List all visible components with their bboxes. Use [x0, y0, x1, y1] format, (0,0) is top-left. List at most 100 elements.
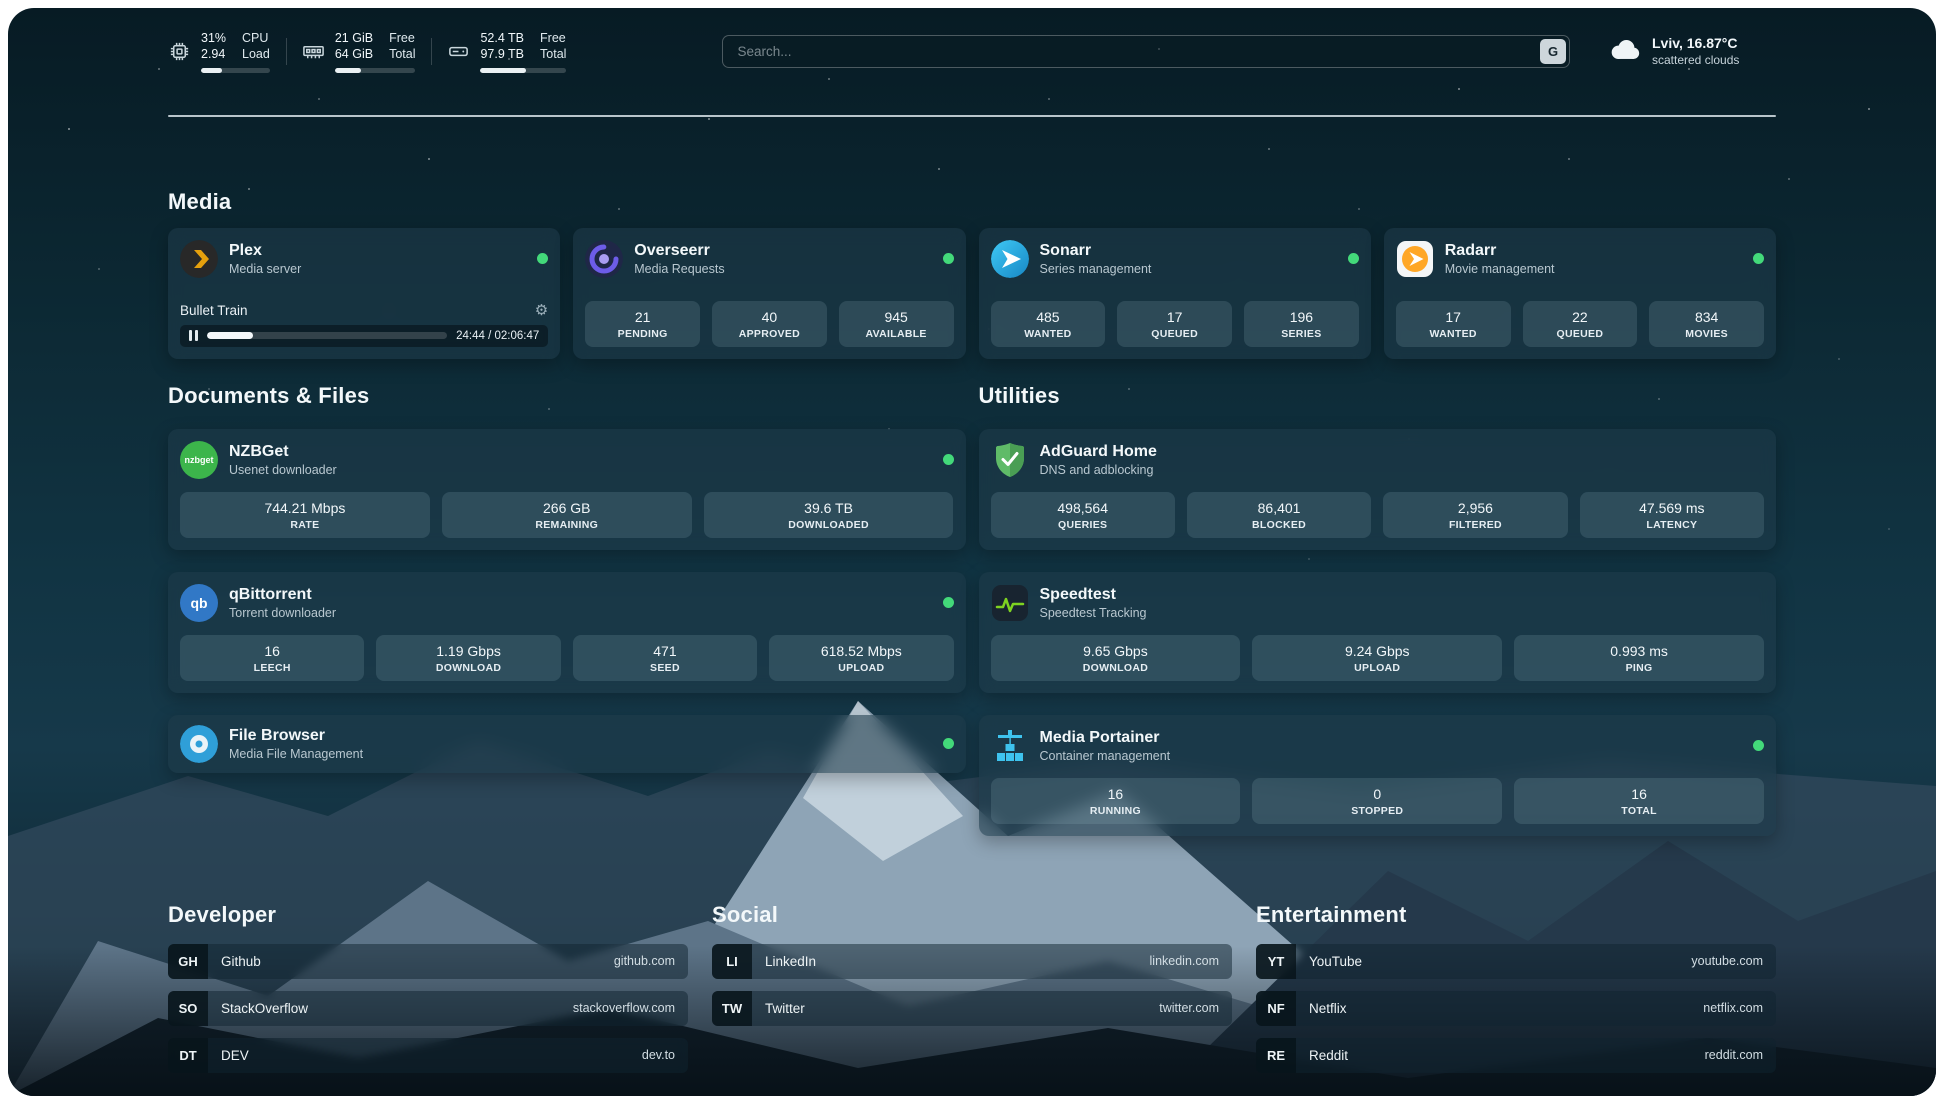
app-subtitle: Torrent downloader [229, 606, 337, 621]
pause-icon[interactable] [189, 330, 198, 341]
stat-box: 0.993 ms PING [1514, 634, 1764, 681]
portainer-icon [991, 727, 1029, 765]
bookmark-netflix[interactable]: NF Netflix netflix.com [1256, 990, 1776, 1026]
bookmark-reddit[interactable]: RE Reddit reddit.com [1256, 1037, 1776, 1073]
bookmark-abbr: SO [168, 990, 208, 1026]
bookmark-linkedin[interactable]: LI LinkedIn linkedin.com [712, 943, 1232, 979]
bookmark-url: linkedin.com [1149, 954, 1219, 968]
app-name: qBittorrent [229, 585, 312, 603]
bookmark-name: Twitter [765, 1000, 805, 1016]
stat-box: 945 AVAILABLE [838, 300, 954, 347]
bookmark-name: YouTube [1309, 953, 1363, 969]
app-name: Overseerr [634, 241, 710, 259]
app-card-plex[interactable]: Plex Media server Bullet Train ⚙ [168, 227, 561, 359]
app-card-speedtest[interactable]: Speedtest Speedtest Tracking 9.65 Gbps DO… [978, 571, 1776, 693]
app-name: Plex [229, 241, 262, 259]
stat-box: 196 SERIES [1244, 300, 1359, 347]
nzbget-icon: nzbget [180, 440, 218, 479]
status-dot-online [942, 454, 954, 465]
search-engine-button[interactable]: G [1540, 38, 1566, 64]
bookmark-abbr: GH [168, 943, 208, 979]
ram-meter [334, 67, 416, 73]
app-card-portainer[interactable]: Media Portainer Container management 16 R… [978, 714, 1776, 836]
app-subtitle: Media File Management [229, 747, 364, 762]
bookmark-name: Reddit [1309, 1047, 1349, 1063]
now-playing-title: Bullet Train [180, 302, 248, 318]
app-subtitle: Media Requests [634, 262, 725, 277]
stat-box: 39.6 TB DOWNLOADED [703, 491, 954, 538]
stat-box: 471 SEED [572, 634, 758, 681]
stat-box: 498,564 QUERIES [990, 491, 1175, 538]
bookmark-abbr: RE [1256, 1037, 1296, 1073]
section-title-entertainment: Entertainment [1256, 901, 1407, 927]
section-documents: Documents & Files nzbget NZBGet Usenet d… [168, 383, 966, 773]
stat-box: 1.19 Gbps DOWNLOAD [376, 634, 561, 681]
ram-label-top: Free [389, 31, 415, 45]
gear-icon[interactable]: ⚙ [534, 301, 549, 319]
stat-box: 834 MOVIES [1649, 300, 1764, 347]
app-card-nzbget[interactable]: nzbget NZBGet Usenet downloader 744.21 M… [168, 428, 966, 550]
section-utilities: Utilities AdGuard Home DNS and adblockin… [978, 382, 1776, 836]
stat-box: 2,956 FILTERED [1383, 491, 1568, 538]
stat-box: 16 TOTAL [1514, 777, 1764, 824]
section-title-utilities: Utilities [978, 382, 1060, 408]
bookmark-url: netflix.com [1703, 1001, 1763, 1015]
bookmark-name: LinkedIn [765, 953, 817, 969]
stat-box: 40 APPROVED [712, 300, 827, 347]
weather-location: Lviv, 16.87°C [1652, 35, 1738, 52]
bookmark-abbr: TW [712, 990, 752, 1026]
stat-box: 485 WANTED [990, 300, 1106, 347]
bookmark-github[interactable]: GH Github github.com [168, 943, 688, 979]
section-title-documents: Documents & Files [168, 382, 370, 408]
bookmark-abbr: LI [712, 943, 752, 979]
stat-box: 17 WANTED [1395, 300, 1511, 347]
ram-label-bottom: Total [389, 47, 416, 62]
overseerr-icon [585, 239, 624, 278]
cpu-usage-value: 31% [201, 31, 227, 45]
cpu-meter [201, 67, 270, 73]
app-card-radarr[interactable]: Radarr Movie management 17 WANTED 22 QUEUE… [1383, 227, 1776, 359]
app-name: Sonarr [1039, 241, 1092, 259]
qbittorrent-icon: qb [180, 583, 218, 622]
stat-box: 0 STOPPED [1252, 777, 1503, 824]
app-card-sonarr[interactable]: Sonarr Series management 485 WANTED 17 QUE… [978, 227, 1371, 359]
section-title-social: Social [712, 901, 779, 927]
status-dot-online [942, 738, 954, 749]
stat-box: 9.65 Gbps DOWNLOAD [990, 634, 1241, 681]
seek-bar[interactable] [207, 332, 448, 339]
bookmark-url: stackoverflow.com [572, 1001, 675, 1015]
bookmark-dev[interactable]: DT DEV dev.to [168, 1037, 688, 1073]
bookmark-stackoverflow[interactable]: SO StackOverflow stackoverflow.com [168, 990, 688, 1026]
status-dot-online [942, 253, 954, 264]
bookmark-group-entertainment: Entertainment YT YouTube youtube.com NF … [1256, 902, 1776, 1073]
status-dot-online [942, 597, 954, 608]
bookmark-url: reddit.com [1704, 1048, 1763, 1062]
app-card-qbittorrent[interactable]: qb qBittorrent Torrent downloader 16 LEEC… [168, 571, 966, 693]
bookmark-abbr: YT [1256, 943, 1296, 979]
stat-box: 16 RUNNING [990, 777, 1241, 824]
ram-metric: 21 GiB 64 GiB Free Total [285, 30, 432, 73]
weather-widget: Lviv, 16.87°C scattered clouds [1606, 35, 1776, 67]
bookmark-youtube[interactable]: YT YouTube youtube.com [1256, 943, 1776, 979]
app-subtitle: Movie management [1444, 262, 1555, 277]
ram-icon [302, 40, 325, 63]
app-subtitle: Series management [1039, 262, 1152, 277]
stat-box: 9.24 Gbps UPLOAD [1252, 634, 1503, 681]
app-card-overseerr[interactable]: Overseerr Media Requests 21 PENDING 40 APP… [573, 227, 966, 359]
disk-meter [480, 67, 567, 73]
disk-label-bottom: Total [540, 47, 567, 62]
app-name: File Browser [229, 726, 326, 744]
search-input[interactable] [722, 34, 1570, 68]
ram-total-value: 64 GiB [334, 47, 374, 62]
cpu-load-value: 2.94 [201, 47, 226, 62]
app-card-adguard[interactable]: AdGuard Home DNS and adblocking 498,564 Q… [978, 428, 1776, 550]
speedtest-icon [991, 584, 1029, 622]
app-card-filebrowser[interactable]: File Browser Media File Management [168, 714, 966, 773]
app-name: Radarr [1444, 241, 1497, 259]
plex-icon [180, 239, 218, 278]
app-subtitle: Usenet downloader [229, 463, 337, 478]
disk-metric: 52.4 TB 97.9 TB Free Total [431, 30, 582, 73]
bookmark-twitter[interactable]: TW Twitter twitter.com [712, 990, 1232, 1026]
stat-box: 266 GB REMAINING [441, 491, 692, 538]
stat-box: 22 QUEUED [1522, 300, 1638, 347]
